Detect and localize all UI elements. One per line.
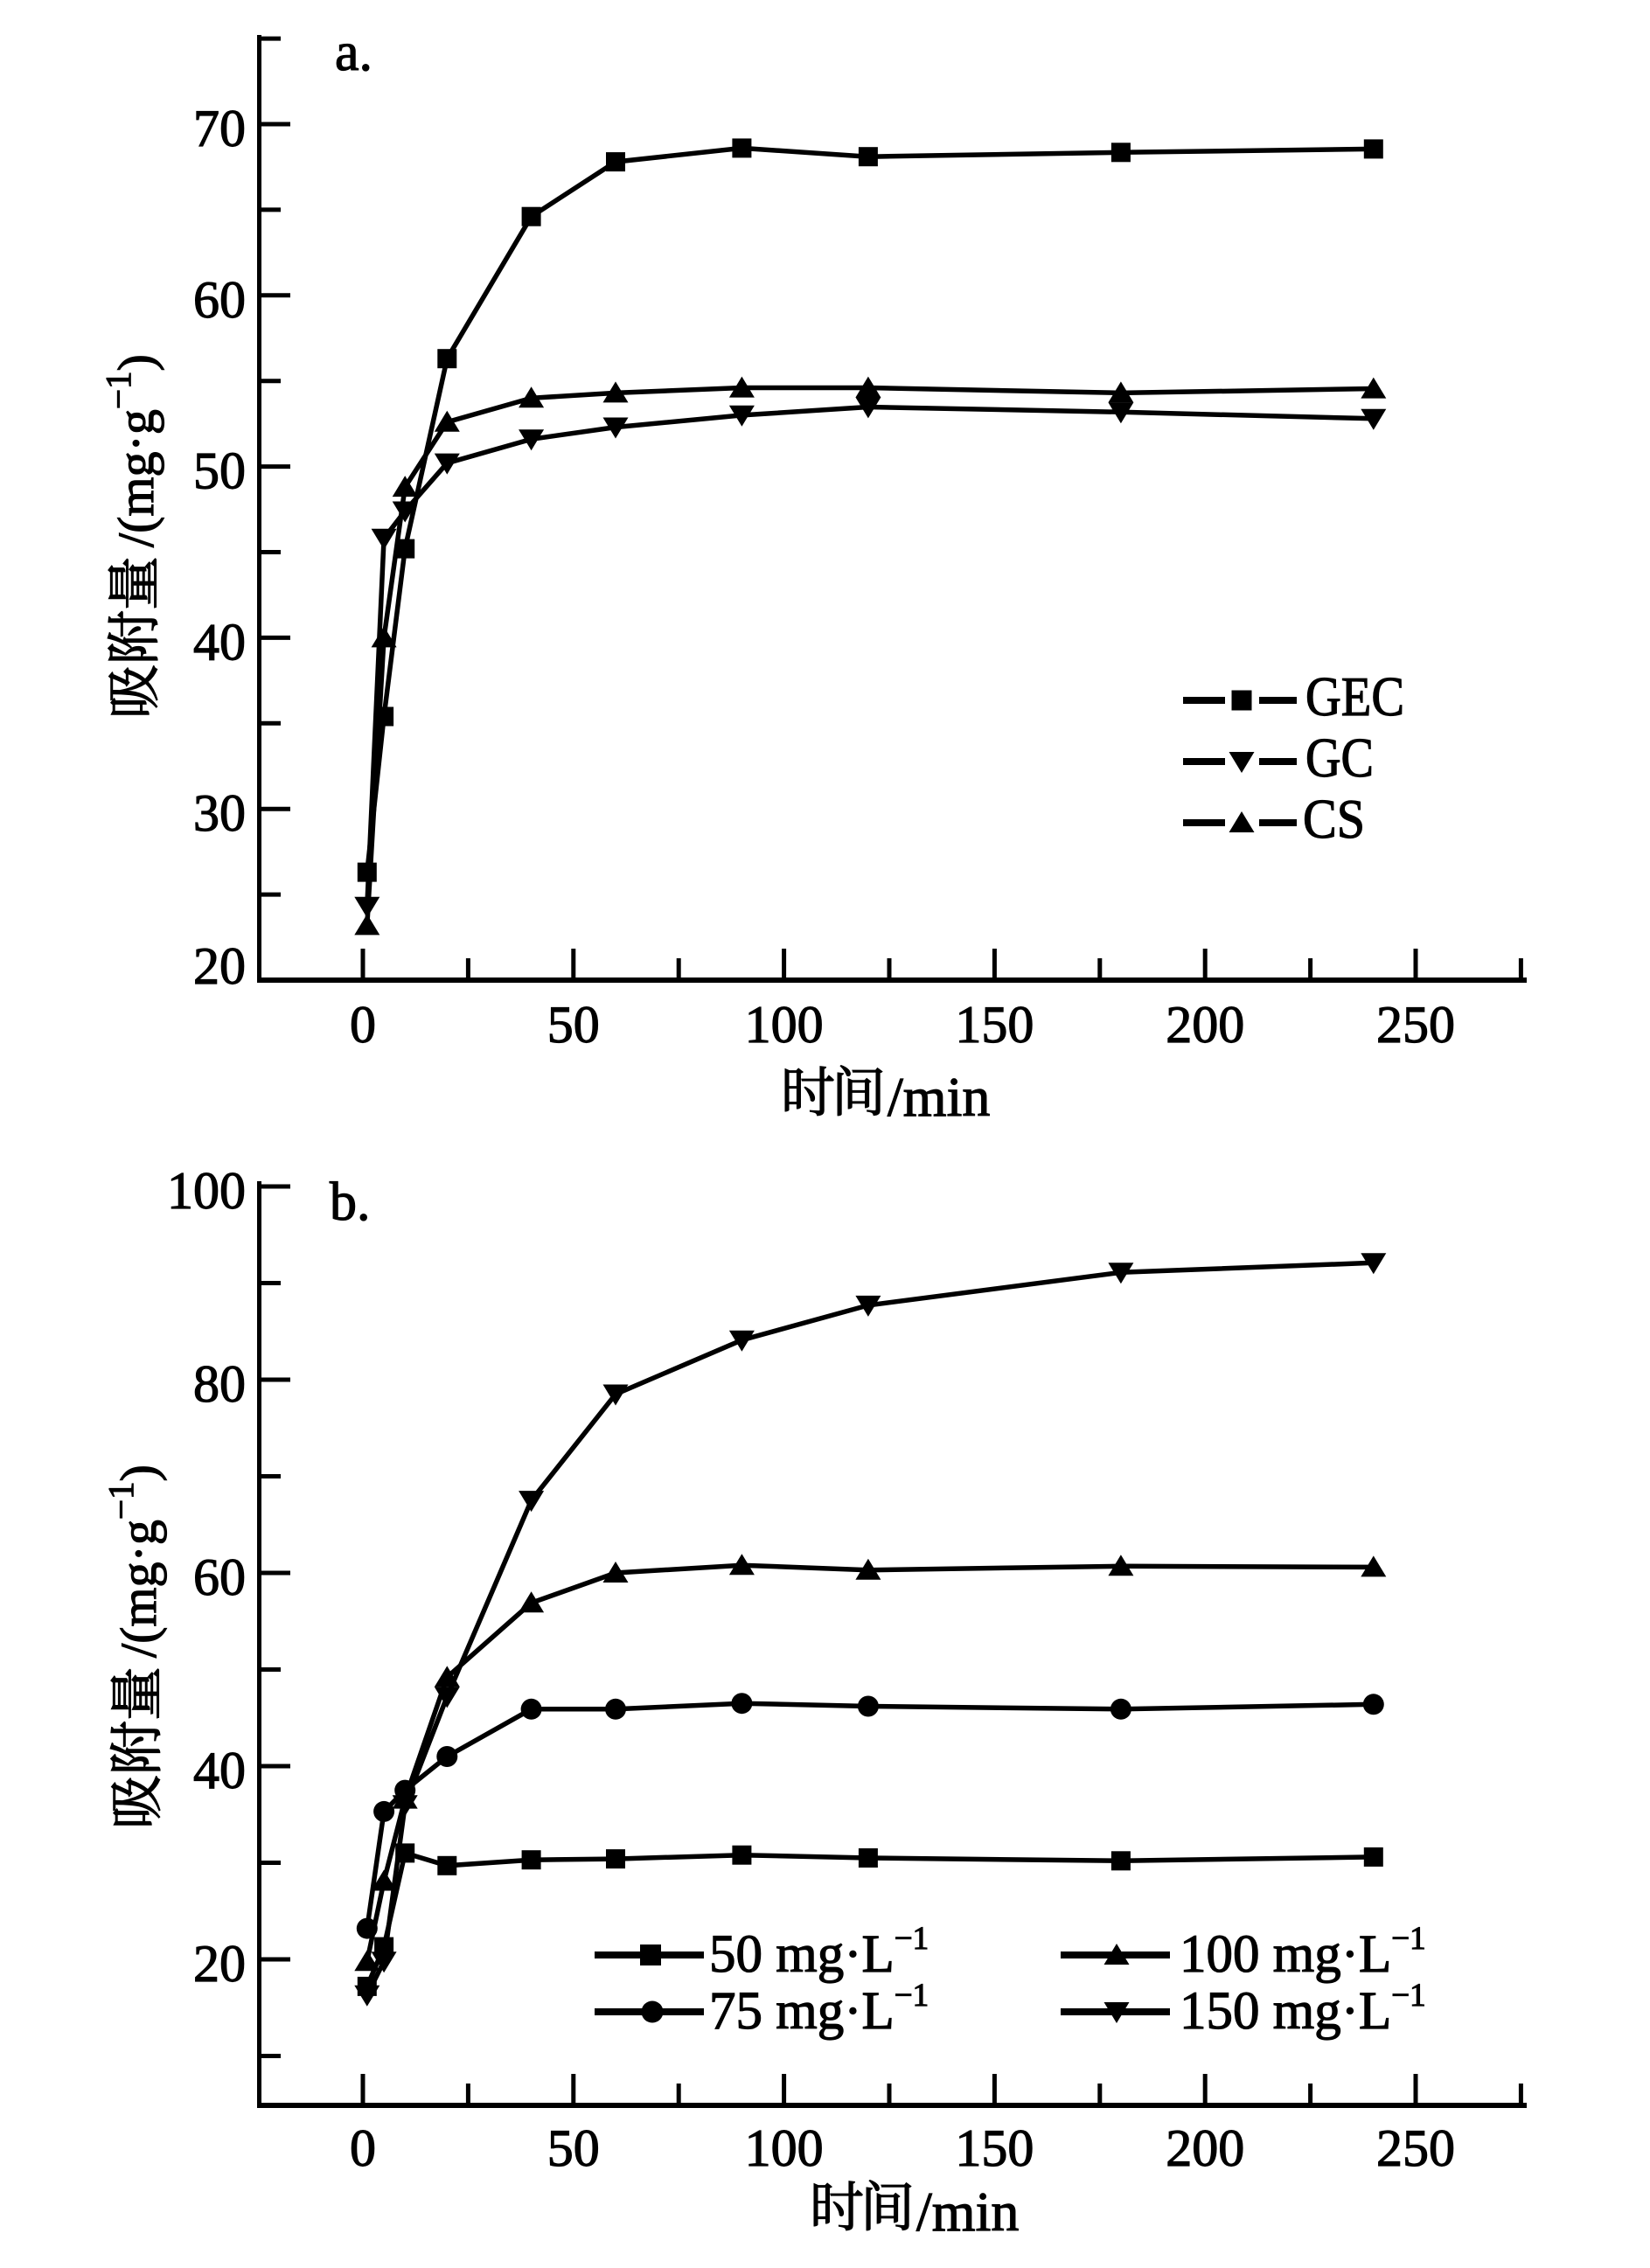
svg-text:75 mg·L−1: 75 mg·L−1 xyxy=(709,1978,929,2041)
svg-text:70: 70 xyxy=(193,100,246,157)
svg-text:100: 100 xyxy=(745,2119,824,2177)
svg-text:250: 250 xyxy=(1376,2119,1455,2177)
svg-text:100: 100 xyxy=(167,1162,246,1220)
svg-text:30: 30 xyxy=(193,784,246,842)
svg-text:250: 250 xyxy=(1376,996,1455,1054)
svg-text:CS: CS xyxy=(1303,788,1365,850)
svg-text:60: 60 xyxy=(193,1548,246,1606)
svg-text:a.: a. xyxy=(335,23,372,82)
svg-text:50: 50 xyxy=(547,2119,600,2177)
svg-text:/(mg·g−1): /(mg·g−1) xyxy=(101,1464,167,1658)
svg-text:0: 0 xyxy=(350,996,376,1054)
svg-text:/min: /min xyxy=(916,2181,1019,2243)
svg-text:100 mg·L−1: 100 mg·L−1 xyxy=(1180,1921,1426,1984)
svg-text:200: 200 xyxy=(1166,996,1244,1054)
svg-text:40: 40 xyxy=(193,1742,246,1799)
svg-text:150: 150 xyxy=(955,2119,1034,2177)
svg-text:50: 50 xyxy=(193,442,246,500)
svg-text:150: 150 xyxy=(955,996,1034,1054)
svg-text:200: 200 xyxy=(1166,2119,1244,2177)
svg-text:20: 20 xyxy=(193,1935,246,1993)
svg-text:50: 50 xyxy=(547,996,600,1054)
svg-text:GC: GC xyxy=(1305,727,1374,789)
svg-text:40: 40 xyxy=(193,613,246,671)
svg-text:50 mg·L−1: 50 mg·L−1 xyxy=(709,1921,929,1984)
svg-text:150 mg·L−1: 150 mg·L−1 xyxy=(1180,1978,1426,2041)
svg-text:/min: /min xyxy=(888,1066,990,1128)
svg-text:80: 80 xyxy=(193,1355,246,1413)
svg-text:GEC: GEC xyxy=(1305,665,1404,727)
svg-text:60: 60 xyxy=(193,271,246,329)
svg-text:/(mg·g−1): /(mg·g−1) xyxy=(98,354,164,547)
svg-text:20: 20 xyxy=(193,937,246,995)
svg-text:b.: b. xyxy=(330,1172,371,1232)
svg-text:100: 100 xyxy=(745,996,824,1054)
svg-text:0: 0 xyxy=(350,2119,376,2177)
